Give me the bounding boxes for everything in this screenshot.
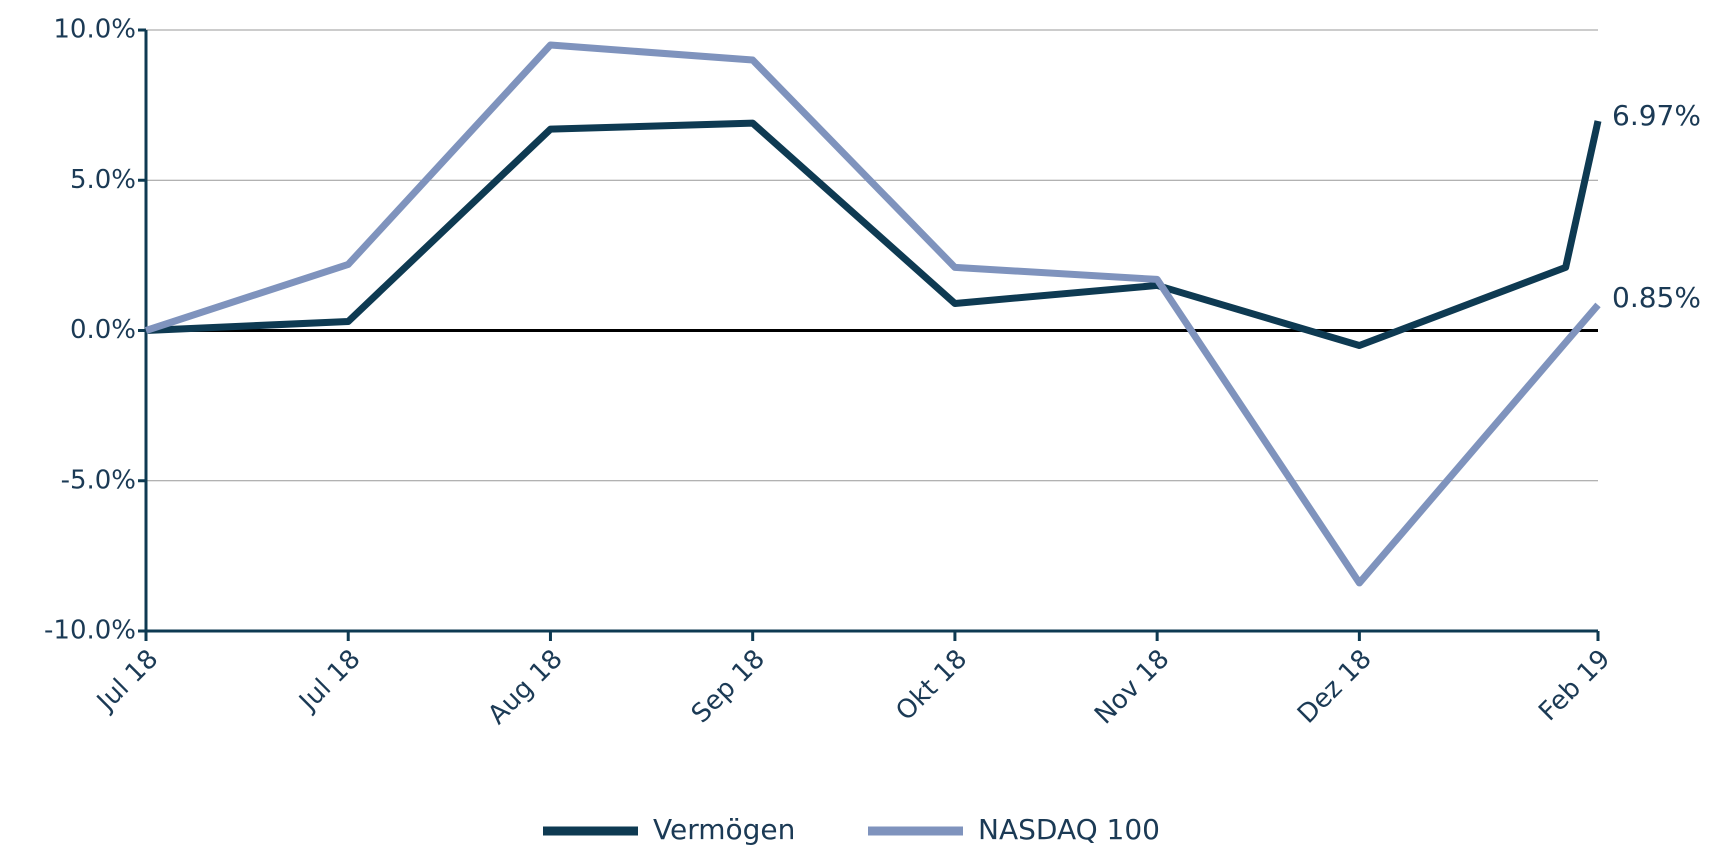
legend-label: NASDAQ 100 (978, 813, 1160, 846)
y-tick-label: -5.0% (61, 465, 136, 495)
x-tick-label: Sep 18 (686, 644, 771, 729)
y-tick-label: 10.0% (53, 15, 136, 45)
x-tick-label: Jul 18 (292, 644, 366, 718)
x-tick-label: Nov 18 (1089, 644, 1175, 730)
legend-label: Vermögen (653, 813, 795, 846)
x-tick-label: Aug 18 (482, 644, 568, 730)
x-tick-label: Feb 19 (1533, 644, 1616, 727)
series-line (145, 119, 1602, 350)
x-tick-label: Jul 18 (90, 644, 164, 718)
value-label: 0.85% (1612, 281, 1701, 314)
value-label: 6.97% (1612, 99, 1701, 132)
y-tick-label: 5.0% (70, 165, 136, 195)
x-tick-label: Okt 18 (890, 644, 973, 727)
series-line (144, 41, 1601, 587)
y-tick-label: 0.0% (70, 315, 136, 345)
y-tick-label: -10.0% (44, 616, 136, 646)
x-tick-label: Dez 18 (1292, 644, 1378, 730)
